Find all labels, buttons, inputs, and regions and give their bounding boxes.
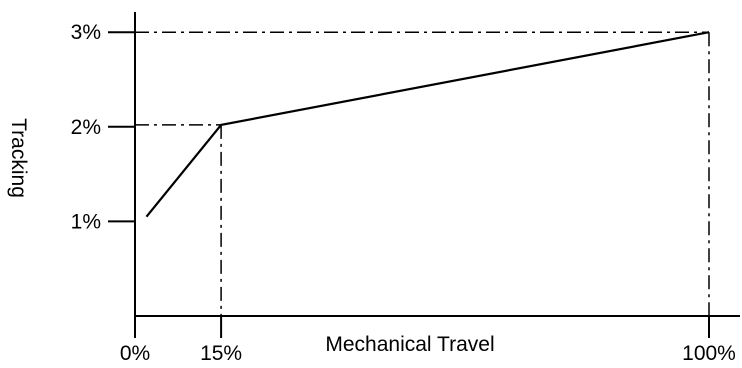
reference-lines [135, 31, 710, 316]
series-line [145, 31, 710, 218]
x-tick-label: 100% [682, 342, 736, 365]
y-tick-label: 3% [71, 21, 101, 44]
x-tick-label: 0% [120, 342, 150, 365]
y-tick-label: 1% [71, 210, 101, 233]
series-group [145, 31, 710, 218]
y-ticks: 1% 2% 3% [71, 21, 135, 233]
x-tick-label: 15% [200, 342, 242, 365]
y-axis-title: Tracking [7, 118, 30, 198]
x-axis-title: Mechanical Travel [325, 333, 494, 356]
x-ticks: 0% 15% 100% [120, 316, 736, 365]
y-tick-label: 2% [71, 116, 101, 139]
